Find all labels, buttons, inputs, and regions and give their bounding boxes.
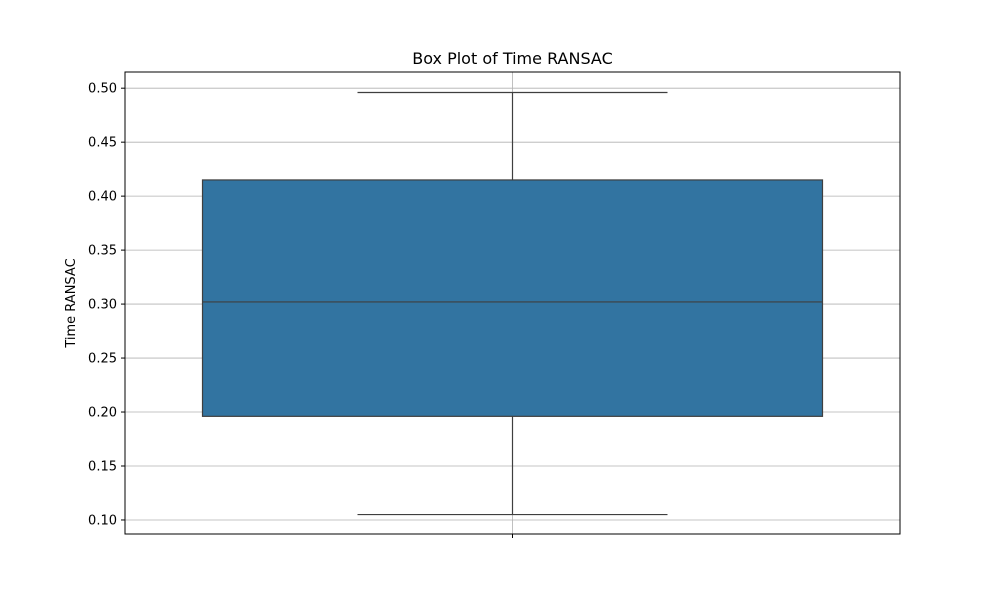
box-plot: [201, 91, 824, 516]
y-tick-label: 0.20: [88, 406, 117, 421]
y-tick-label: 0.35: [88, 244, 117, 259]
y-tick-label: 0.45: [88, 136, 117, 151]
y-tick-label: 0.50: [88, 82, 117, 97]
y-tick-label: 0.25: [88, 352, 117, 367]
y-tick-label: 0.40: [88, 190, 117, 205]
y-tick-label: 0.15: [88, 459, 117, 474]
y-tick-label: 0.30: [88, 298, 117, 313]
y-axis-label: Time RANSAC: [64, 258, 79, 348]
y-tick-label: 0.10: [88, 513, 117, 528]
chart-title: Box Plot of Time RANSAC: [412, 49, 613, 68]
y-axis-ticks: 0.10 0.15 0.20 0.25 0.30 0.35 0.40 0.45 0.50: [88, 82, 125, 528]
interquartile-box: [201, 179, 824, 417]
